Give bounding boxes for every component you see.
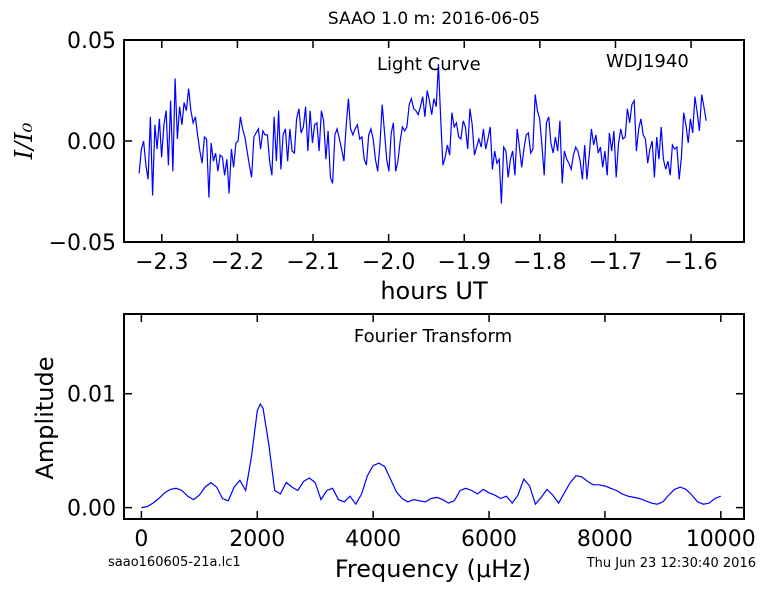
light-curve-ytick-label: 0.05 xyxy=(67,29,116,54)
light-curve-annotation: Light Curve xyxy=(377,54,481,75)
footer-timestamp: Thu Jun 23 12:30:40 2016 xyxy=(586,556,756,571)
light-curve-ytick-label: 0.00 xyxy=(67,130,116,155)
light-curve-series-line xyxy=(138,64,707,204)
fourier-series-line xyxy=(141,402,722,509)
fourier-ytick-label: 0.01 xyxy=(67,383,116,408)
fourier-ylabel: Amplitude xyxy=(31,357,59,480)
fourier-xtick-label: 0 xyxy=(134,527,148,552)
fourier-axes-frame xyxy=(123,313,745,520)
light-curve-xtick-label: −2.2 xyxy=(211,250,264,275)
light-curve-xtick-label: −1.8 xyxy=(513,250,566,275)
light-curve-xtick-label: −2.3 xyxy=(135,250,188,275)
light-curve-ytick-label: −0.05 xyxy=(49,231,116,256)
target-name-annotation: WDJ1940 xyxy=(606,51,689,72)
fourier-xtick-label: 6000 xyxy=(461,527,517,552)
fourier-xtick-label: 4000 xyxy=(345,527,401,552)
fourier-xlabel: Frequency (μHz) xyxy=(335,555,531,583)
footer-filename: saao160605-21a.lc1 xyxy=(108,555,241,570)
light-curve-xtick-label: −2.0 xyxy=(362,250,415,275)
light-curve-ylabel: I/I₀ xyxy=(10,122,38,160)
fourier-annotation: Fourier Transform xyxy=(354,326,512,347)
fourier-ytick-label: 0.00 xyxy=(67,497,116,522)
light-curve-xtick-label: −1.7 xyxy=(589,250,642,275)
fourier-transform-panel: 0 2000 4000 6000 8000 10000 0.00 0.01 Fourier T… xyxy=(31,313,756,583)
fourier-xtick-label: 10000 xyxy=(686,527,756,552)
light-curve-xtick-label: −1.9 xyxy=(438,250,491,275)
fourier-xtick-label: 2000 xyxy=(229,527,285,552)
light-curve-panel: −2.3 −2.2 −2.1 −2.0 −1.9 −1.8 −1.7 −1.6 −0.05 0.0… xyxy=(10,29,745,305)
figure-title: SAAO 1.0 m: 2016-06-05 xyxy=(328,9,540,29)
fourier-xtick-label: 8000 xyxy=(577,527,633,552)
light-curve-xtick-label: −1.6 xyxy=(664,250,717,275)
light-curve-xtick-label: −2.1 xyxy=(286,250,339,275)
light-curve-xlabel: hours UT xyxy=(380,277,488,305)
